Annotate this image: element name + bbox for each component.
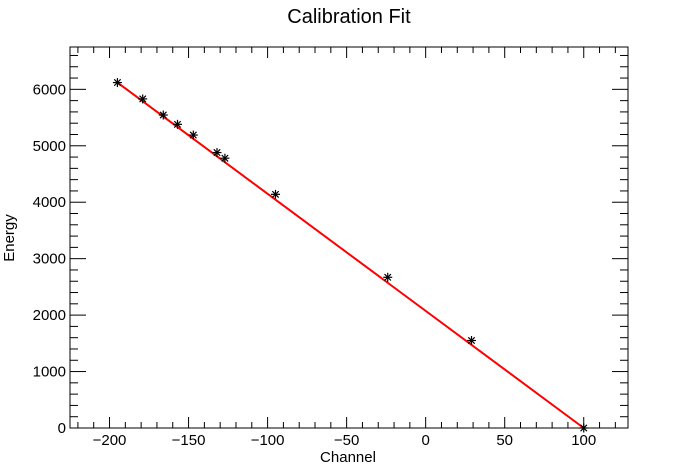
data-point bbox=[579, 423, 589, 433]
plot-frame bbox=[69, 46, 629, 429]
axis-ticks bbox=[70, 47, 628, 429]
data-points-group bbox=[112, 78, 589, 433]
chart-title: Calibration Fit bbox=[287, 6, 411, 28]
data-point bbox=[212, 148, 222, 158]
x-tick-label: −100 bbox=[251, 432, 285, 449]
fit-line-group bbox=[116, 81, 585, 429]
data-point bbox=[138, 94, 148, 104]
y-tick-label: 2000 bbox=[33, 307, 66, 324]
y-tick-label: 1000 bbox=[33, 364, 66, 381]
fit-line bbox=[116, 81, 585, 429]
data-point bbox=[270, 189, 280, 199]
y-tick-label: 3000 bbox=[33, 251, 66, 268]
marker-stroke bbox=[139, 95, 147, 103]
x-tick-label: −200 bbox=[93, 432, 127, 449]
y-tick-label: 4000 bbox=[33, 194, 66, 211]
marker-stroke bbox=[467, 336, 476, 345]
marker-stroke bbox=[189, 131, 197, 139]
data-point bbox=[188, 130, 198, 140]
marker-stroke bbox=[173, 120, 182, 128]
marker-stroke bbox=[159, 111, 167, 119]
marker-stroke bbox=[221, 154, 229, 162]
data-point bbox=[172, 119, 182, 129]
marker-stroke bbox=[113, 78, 122, 87]
x-tick-label: 50 bbox=[496, 432, 513, 449]
x-tick-label: −50 bbox=[334, 432, 359, 449]
data-point bbox=[467, 336, 477, 346]
x-tick-label: 0 bbox=[421, 432, 429, 449]
marker-stroke bbox=[384, 273, 392, 281]
data-point bbox=[220, 153, 230, 163]
data-point bbox=[383, 272, 393, 282]
y-tick-label: 5000 bbox=[33, 138, 66, 155]
x-tick-label: −150 bbox=[172, 432, 206, 449]
axis-tick-labels: −200 −150 −100 −50 0 50 1000100020003000400050… bbox=[33, 81, 597, 449]
y-tick-label: 6000 bbox=[33, 81, 66, 98]
marker-stroke bbox=[580, 424, 588, 432]
marker-stroke bbox=[213, 148, 221, 157]
y-tick-label: 0 bbox=[58, 420, 66, 437]
data-point bbox=[158, 110, 168, 120]
y-axis-title: Energy bbox=[1, 214, 18, 262]
marker-stroke bbox=[271, 190, 280, 198]
data-point bbox=[112, 78, 122, 88]
x-axis-title: Channel bbox=[320, 449, 376, 466]
x-tick-label: 100 bbox=[571, 432, 596, 449]
